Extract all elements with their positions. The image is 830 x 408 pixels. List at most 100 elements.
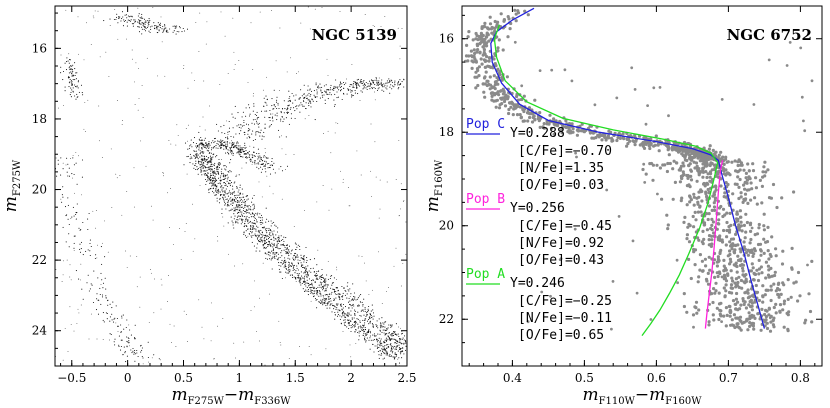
ngc6752-star <box>688 155 692 159</box>
ngc6752-star <box>507 111 511 116</box>
ngc5139-star <box>303 261 305 263</box>
ngc5139-star <box>205 160 207 162</box>
ngc6752-star <box>718 251 722 256</box>
ngc6752-star <box>714 185 718 189</box>
ngc5139-star <box>286 252 288 254</box>
ngc6752-star <box>497 106 502 110</box>
ngc6752-star <box>737 196 741 201</box>
ngc5139-star <box>289 100 292 102</box>
ngc5139-star <box>307 275 309 277</box>
ngc5139-star <box>383 353 385 355</box>
ngc5139-star <box>213 180 215 182</box>
ngc6752-star <box>501 92 505 96</box>
ngc5139-star <box>363 86 365 88</box>
ngc5139-star <box>224 204 226 206</box>
ngc5139-field-star <box>142 363 144 365</box>
ngc5139-star <box>75 98 77 100</box>
ngc6752-star <box>547 122 551 126</box>
ngc5139-star <box>216 143 218 145</box>
ngc5139-star <box>306 257 308 259</box>
ngc5139-star <box>283 112 285 114</box>
ngc5139-star <box>316 294 318 296</box>
ngc5139-star <box>175 33 177 35</box>
ngc6752-star <box>724 155 728 159</box>
ngc5139-star <box>368 317 370 319</box>
ngc5139-field-star <box>272 113 274 115</box>
ngc5139-star <box>341 316 343 318</box>
ngc5139-star <box>251 133 253 135</box>
ngc5139-star <box>234 145 237 147</box>
ngc5139-star <box>141 355 143 358</box>
ngc5139-star <box>245 153 248 155</box>
ngc5139-field-star <box>137 7 139 9</box>
ngc6752-star <box>607 129 611 133</box>
ngc5139-star <box>352 94 354 97</box>
ngc5139-star <box>101 294 104 296</box>
ngc5139-star <box>296 265 298 267</box>
ngc5139-field-star <box>74 192 75 194</box>
ngc5139-star <box>330 303 332 305</box>
ngc5139-star <box>395 346 397 348</box>
ngc5139-field-star <box>293 226 295 228</box>
ngc6752-star <box>518 113 522 117</box>
ngc6752-star <box>718 234 722 238</box>
ngc5139-star <box>89 242 91 245</box>
ngc5139-star <box>106 312 108 315</box>
ngc5139-star <box>398 335 400 337</box>
ngc5139-star <box>403 78 405 80</box>
ngc5139-star <box>193 150 195 152</box>
ngc5139-star <box>74 235 76 237</box>
ngc5139-star <box>405 341 407 343</box>
ngc5139-star <box>338 309 340 311</box>
ngc5139-star <box>60 157 62 159</box>
ngc5139-field-star <box>98 105 100 107</box>
ngc6752-star <box>777 295 781 299</box>
ngc6752-star <box>786 327 790 331</box>
ngc5139-star <box>230 149 232 151</box>
ngc5139-star <box>70 68 72 70</box>
ngc5139-field-star <box>224 35 226 37</box>
ngc5139-star <box>91 284 93 286</box>
ngc5139-field-star <box>374 91 376 93</box>
ngc5139-star <box>401 332 403 334</box>
ngc5139-star <box>259 250 261 252</box>
ngc5139-star <box>277 242 279 245</box>
ngc5139-star <box>287 253 289 255</box>
ngc6752-star <box>757 226 761 230</box>
ngc5139-star <box>390 350 392 352</box>
ngc5139-field-star <box>186 173 188 175</box>
ngc5139-star <box>203 144 205 146</box>
ngc5139-star <box>196 153 198 155</box>
ngc5139-star <box>378 337 380 339</box>
ngc6752-star <box>707 212 711 216</box>
ngc5139-star <box>156 28 158 30</box>
ngc5139-star <box>273 245 275 247</box>
ngc5139-star <box>157 25 159 27</box>
ngc6752-star <box>483 95 487 99</box>
ngc6752-star <box>483 21 487 25</box>
ngc5139-star <box>292 269 294 272</box>
ngc5139-star <box>288 266 290 268</box>
ngc6752-star <box>752 327 756 331</box>
ngc5139-field-star <box>57 107 59 109</box>
ngc6752-star <box>555 123 559 127</box>
ngc5139-field-star <box>398 215 400 217</box>
ngc5139-star <box>322 277 324 279</box>
ngc5139-star <box>215 156 217 158</box>
ngc5139-star <box>377 346 379 348</box>
ngc6752-star <box>754 176 758 180</box>
ngc5139-star <box>219 195 222 197</box>
ngc5139-star <box>371 88 373 90</box>
ngc5139-star <box>207 176 209 179</box>
ngc6752-star <box>736 254 740 258</box>
ngc5139-star <box>319 87 321 89</box>
ngc5139-star <box>280 112 282 114</box>
ngc5139-field-star <box>217 236 218 238</box>
ngc5139-star <box>336 307 338 309</box>
ngc5139-star <box>326 274 328 276</box>
ngc6752-star <box>681 170 685 174</box>
ngc5139-star <box>226 143 228 145</box>
ngc5139-star <box>73 173 75 176</box>
ngc5139-star <box>293 269 295 271</box>
ngc5139-field-star <box>323 296 324 298</box>
